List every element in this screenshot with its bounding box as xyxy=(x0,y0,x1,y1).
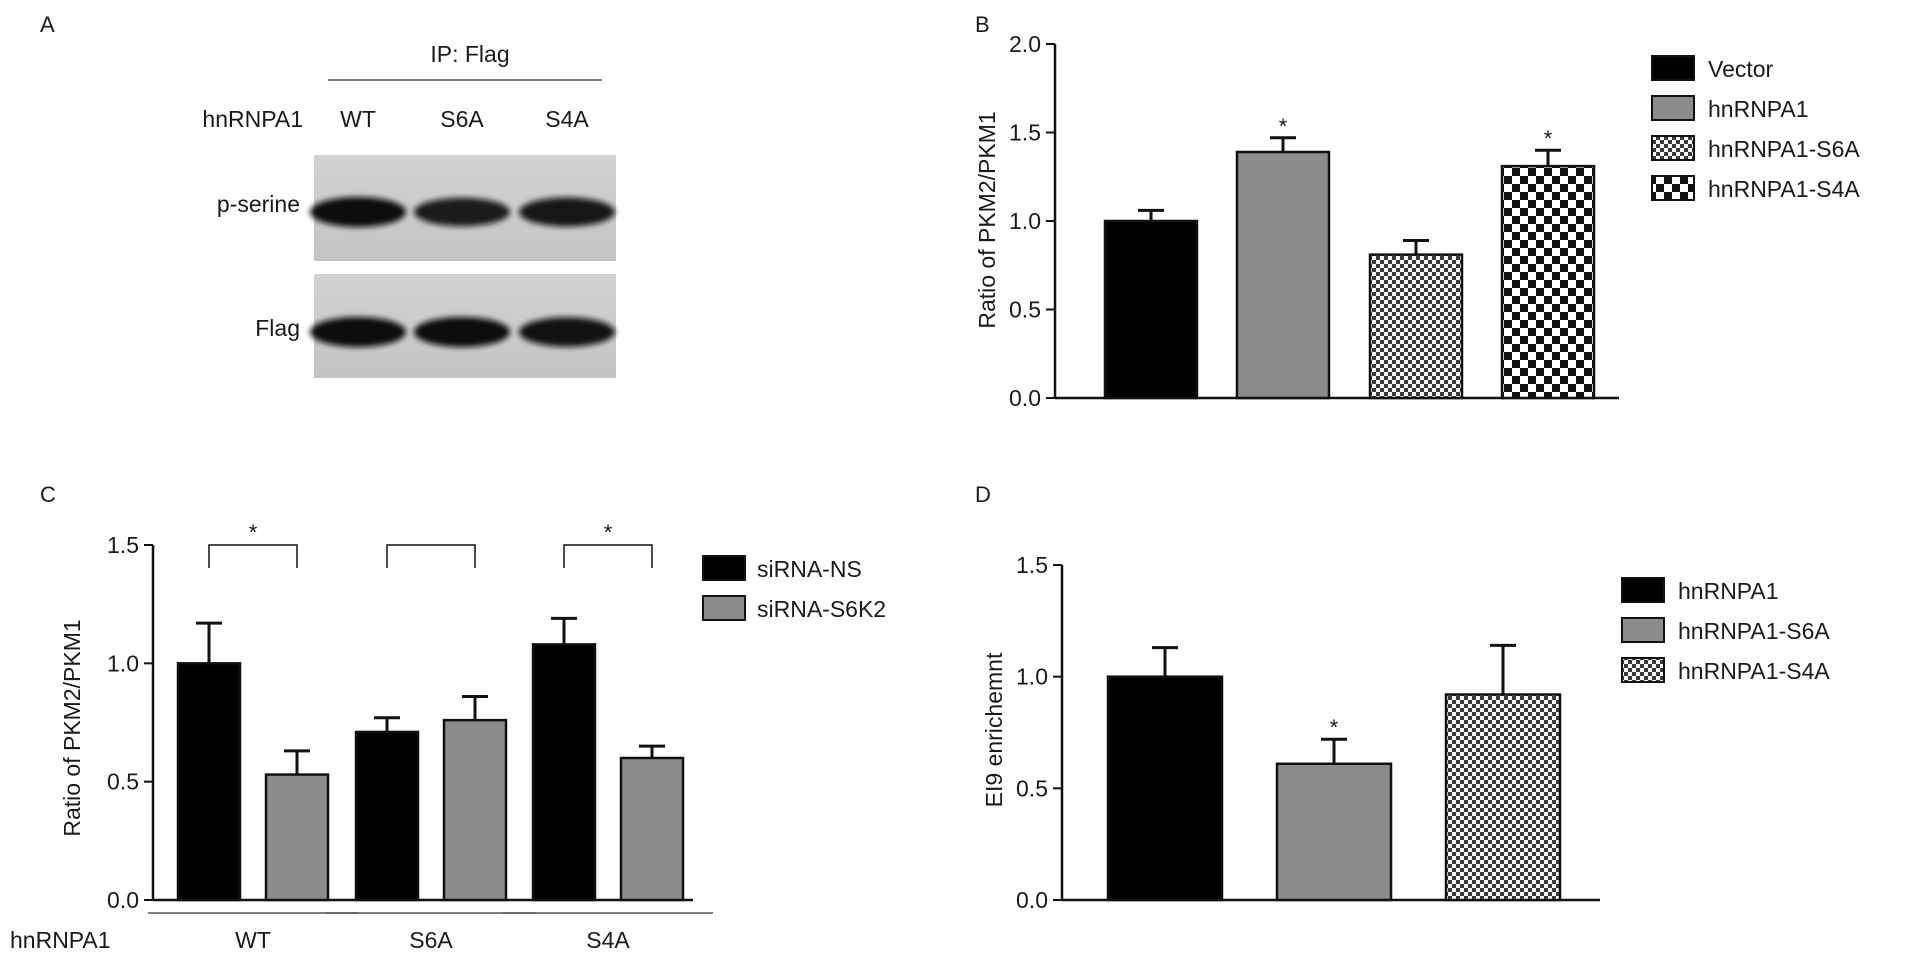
lane-label-s4a: S4A xyxy=(545,106,589,132)
legend-swatch-3 xyxy=(1621,657,1665,683)
y-tick-label: 1.0 xyxy=(1016,664,1048,690)
panel-b-legend: Vector hnRNPA1 hnRNPA1-S6A hnRNPA1-S4A xyxy=(1651,55,1860,202)
y-tick-label: 1.5 xyxy=(107,532,139,558)
legend-label-1: Vector xyxy=(1708,56,1774,82)
y-tick-label: 1.5 xyxy=(1009,120,1041,146)
panel-a: A IP: Flag hnRNPA1 WT S6A S4A p-serine F… xyxy=(40,12,616,378)
y-tick-label: 0.5 xyxy=(1016,775,1048,801)
legend-label-3: hnRNPA1-S6A xyxy=(1708,136,1860,162)
blot-band-2 xyxy=(414,197,510,227)
lane-row-label: hnRNPA1 xyxy=(202,106,303,132)
bar-s6a-2 xyxy=(442,718,508,902)
blot-band-3 xyxy=(519,317,615,347)
y-tick-label: 1.0 xyxy=(1009,208,1041,234)
bar-1 xyxy=(1103,219,1199,400)
legend-swatch-2 xyxy=(1621,617,1665,643)
y-tick-label: 0.5 xyxy=(107,769,139,795)
legend-swatch-1 xyxy=(702,555,746,581)
panel-letter-c: C xyxy=(40,482,56,507)
panel-c: C Ratio of PKM2/PKM1 0.0 0.5 1.0 1.5 * WT S6A *… xyxy=(10,482,886,953)
legend-swatch-4 xyxy=(1651,175,1695,201)
significance-mark: * xyxy=(604,520,613,545)
legend-swatch-2 xyxy=(702,595,746,621)
blot-label-flag: Flag xyxy=(255,315,300,341)
legend-swatch-1 xyxy=(1651,55,1695,81)
blot-band-1 xyxy=(310,317,406,347)
bar-3 xyxy=(1368,253,1464,400)
legend-label-2: hnRNPA1-S6A xyxy=(1678,618,1830,644)
blot-bands-flag xyxy=(310,317,615,347)
panel-d-legend: hnRNPA1 hnRNPA1-S6A hnRNPA1-S4A xyxy=(1621,577,1830,684)
significance-mark: * xyxy=(1279,114,1288,139)
y-tick-label: 0.0 xyxy=(107,887,139,913)
x-tick-label: S6A xyxy=(409,927,453,953)
panel-letter-b: B xyxy=(975,12,990,37)
significance-bracket xyxy=(386,544,476,568)
y-tick-label: 1.0 xyxy=(107,650,139,676)
legend-swatch-2 xyxy=(1651,95,1695,121)
legend-swatch-1 xyxy=(1621,577,1665,603)
panel-b: B Ratio of PKM2/PKM1 0.0 0.5 1.0 1.5 2.0 * * V… xyxy=(974,12,1860,411)
bar-s6a-1 xyxy=(354,730,420,902)
y-tick-label: 0.5 xyxy=(1009,297,1041,323)
significance-bracket xyxy=(563,544,653,568)
panel-b-ylabel: Ratio of PKM2/PKM1 xyxy=(974,111,1000,328)
ip-label: IP: Flag xyxy=(430,41,509,67)
significance-mark: * xyxy=(249,520,258,545)
bar-1 xyxy=(1106,675,1224,902)
y-tick-label: 2.0 xyxy=(1009,31,1041,57)
bar-wt-2 xyxy=(264,773,330,902)
blot-label-pserine: p-serine xyxy=(217,191,300,217)
blot-bands-pserine xyxy=(310,197,615,227)
blot-band-2 xyxy=(414,317,510,347)
bar-s4a-1 xyxy=(531,643,597,902)
panel-letter-a: A xyxy=(40,12,55,37)
panel-c-legend: siRNA-NS siRNA-S6K2 xyxy=(702,555,886,622)
legend-label-2: hnRNPA1 xyxy=(1708,96,1809,122)
legend-label-1: hnRNPA1 xyxy=(1678,578,1779,604)
y-tick-label: 0.0 xyxy=(1009,385,1041,411)
lane-label-wt: WT xyxy=(340,106,376,132)
blot-band-1 xyxy=(310,197,406,227)
blot-band-3 xyxy=(519,197,615,227)
panel-b-plot: 0.0 0.5 1.0 1.5 2.0 * * xyxy=(1009,31,1619,411)
legend-swatch-3 xyxy=(1651,135,1695,161)
legend-label-3: hnRNPA1-S4A xyxy=(1678,658,1830,684)
significance-mark: * xyxy=(1544,126,1553,151)
x-tick-label: WT xyxy=(235,927,271,953)
y-tick-label: 1.5 xyxy=(1016,552,1048,578)
panel-d-plot: 0.0 0.5 1.0 1.5 * xyxy=(1016,552,1600,913)
significance-bracket xyxy=(208,544,298,568)
bar-wt-1 xyxy=(176,662,242,902)
panel-c-ylabel: Ratio of PKM2/PKM1 xyxy=(59,619,85,836)
legend-label-2: siRNA-S6K2 xyxy=(757,596,886,622)
panel-c-group-label: hnRNPA1 xyxy=(10,927,111,953)
panel-c-plot: 0.0 0.5 1.0 1.5 * WT S6A * S4A xyxy=(107,520,713,953)
bar-s4a-2 xyxy=(619,756,685,902)
bar-2 xyxy=(1275,762,1393,902)
bar-2 xyxy=(1235,150,1331,400)
legend-label-1: siRNA-NS xyxy=(757,556,862,582)
significance-mark: * xyxy=(1330,715,1339,740)
panel-letter-d: D xyxy=(975,482,991,507)
bar-3 xyxy=(1444,693,1562,902)
bar-4 xyxy=(1500,164,1596,400)
legend-label-4: hnRNPA1-S4A xyxy=(1708,176,1860,202)
x-tick-label: S4A xyxy=(586,927,630,953)
y-tick-label: 0.0 xyxy=(1016,887,1048,913)
panel-d: D EI9 enrichemnt 0.00.51.01.5* hnRNPA1hn… xyxy=(975,482,1830,913)
panel-d-ylabel: EI9 enrichemnt xyxy=(981,652,1007,807)
lane-label-s6a: S6A xyxy=(440,106,484,132)
